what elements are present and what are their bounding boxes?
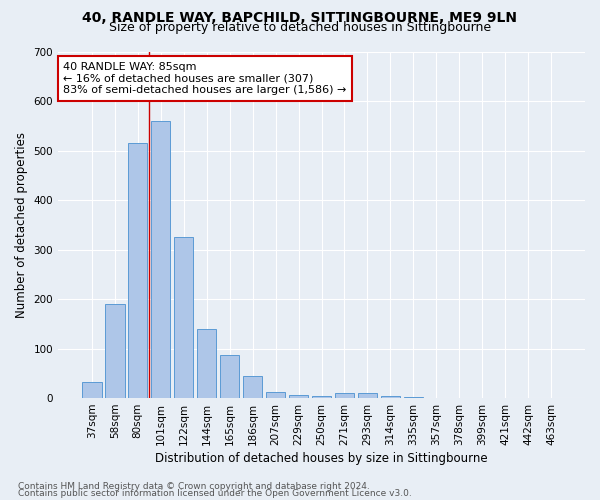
Text: Contains public sector information licensed under the Open Government Licence v3: Contains public sector information licen… <box>18 488 412 498</box>
Bar <box>243 376 262 398</box>
Bar <box>266 392 286 398</box>
Y-axis label: Number of detached properties: Number of detached properties <box>15 132 28 318</box>
Text: 40 RANDLE WAY: 85sqm
← 16% of detached houses are smaller (307)
83% of semi-deta: 40 RANDLE WAY: 85sqm ← 16% of detached h… <box>64 62 347 95</box>
Bar <box>289 395 308 398</box>
Bar <box>335 393 354 398</box>
Bar <box>197 329 217 398</box>
Bar <box>404 396 423 398</box>
X-axis label: Distribution of detached houses by size in Sittingbourne: Distribution of detached houses by size … <box>155 452 488 465</box>
Text: Size of property relative to detached houses in Sittingbourne: Size of property relative to detached ho… <box>109 22 491 35</box>
Bar <box>358 393 377 398</box>
Text: 40, RANDLE WAY, BAPCHILD, SITTINGBOURNE, ME9 9LN: 40, RANDLE WAY, BAPCHILD, SITTINGBOURNE,… <box>83 11 517 25</box>
Bar <box>380 396 400 398</box>
Bar <box>82 382 101 398</box>
Text: Contains HM Land Registry data © Crown copyright and database right 2024.: Contains HM Land Registry data © Crown c… <box>18 482 370 491</box>
Bar <box>312 396 331 398</box>
Bar <box>220 354 239 398</box>
Bar <box>151 121 170 398</box>
Bar <box>105 304 125 398</box>
Bar <box>174 237 193 398</box>
Bar <box>128 143 148 398</box>
